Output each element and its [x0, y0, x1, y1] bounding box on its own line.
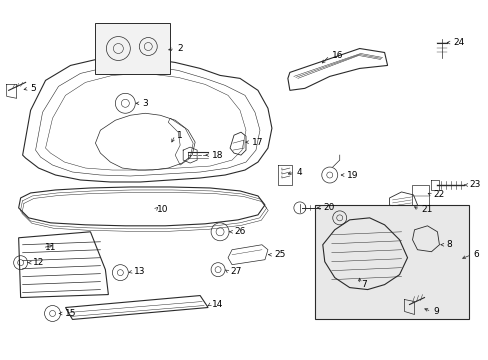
- Text: 24: 24: [452, 38, 464, 47]
- Text: 14: 14: [212, 300, 223, 309]
- Text: 9: 9: [432, 307, 438, 316]
- Bar: [411, 185, 428, 207]
- Text: 23: 23: [468, 180, 480, 189]
- Text: 2: 2: [177, 44, 183, 53]
- Text: 12: 12: [33, 258, 44, 267]
- Text: 10: 10: [157, 206, 168, 215]
- Text: 3: 3: [142, 99, 148, 108]
- Text: 1: 1: [177, 131, 183, 140]
- Text: 13: 13: [134, 267, 145, 276]
- Text: 11: 11: [44, 243, 56, 252]
- Text: 25: 25: [273, 250, 285, 259]
- Text: 6: 6: [472, 250, 478, 259]
- Text: 5: 5: [31, 84, 36, 93]
- Text: 16: 16: [331, 51, 343, 60]
- Text: 17: 17: [251, 138, 263, 147]
- FancyBboxPatch shape: [314, 205, 468, 319]
- Text: 22: 22: [432, 190, 444, 199]
- Text: 7: 7: [361, 280, 366, 289]
- Text: 20: 20: [323, 203, 334, 212]
- Text: 27: 27: [229, 267, 241, 276]
- Text: 18: 18: [212, 150, 223, 159]
- Text: 8: 8: [446, 240, 451, 249]
- Text: 4: 4: [296, 167, 302, 176]
- Text: 26: 26: [234, 227, 245, 236]
- Text: 19: 19: [346, 171, 358, 180]
- Text: 21: 21: [421, 206, 432, 215]
- Text: 15: 15: [64, 309, 76, 318]
- FancyBboxPatch shape: [95, 23, 170, 75]
